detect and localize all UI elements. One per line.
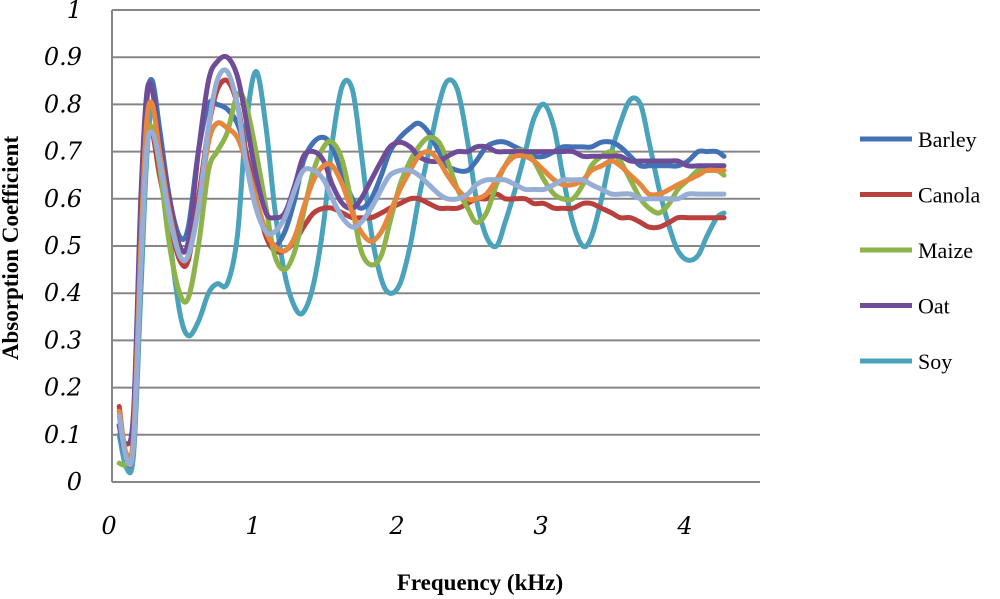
y-tick-label: 0.2 [44,374,82,402]
series-lines [116,53,727,476]
y-tick-label: 0 [67,468,82,496]
gridlines [111,9,760,483]
y-tick-label: 0.4 [44,279,82,307]
series-line-unlabeled-6 [116,67,727,468]
y-tick-label: 0.7 [44,138,83,166]
x-tick-label: 3 [533,512,548,540]
legend: Barley Canola Maize Oat Soy [860,127,981,374]
y-tick-label: 0.3 [44,326,82,354]
x-tick-label: 2 [388,512,404,540]
legend-label-oat: Oat [918,294,950,319]
y-tick-label: 1 [67,0,82,24]
x-axis-tick-labels: 0 1 2 3 4 [101,512,692,540]
x-tick-label: 0 [101,512,116,540]
series-line-oat [116,53,727,447]
legend-label-soy: Soy [918,349,952,374]
legend-label-canola: Canola [918,183,981,208]
series-line-unlabeled-5 [116,99,727,462]
y-tick-label: 0.6 [44,185,82,213]
legend-label-barley: Barley [918,127,977,152]
y-tick-label: 0.8 [44,90,82,118]
y-tick-label: 0.1 [44,421,82,449]
series-line-soy [116,68,727,476]
y-tick-label: 0.9 [44,43,82,71]
x-axis-title: Frequency (kHz) [397,570,563,595]
x-tick-label: 1 [245,512,260,540]
series-line-maize [116,90,727,468]
legend-label-maize: Maize [918,238,973,263]
y-axis-title: Absorption Coefficient [0,136,23,361]
y-axis-tick-labels: 0 0.1 0.2 0.3 0.4 0.5 0.6 0.7 0.8 0.9 1 [44,0,83,496]
y-tick-label: 0.5 [44,232,82,260]
x-tick-label: 4 [676,512,692,540]
